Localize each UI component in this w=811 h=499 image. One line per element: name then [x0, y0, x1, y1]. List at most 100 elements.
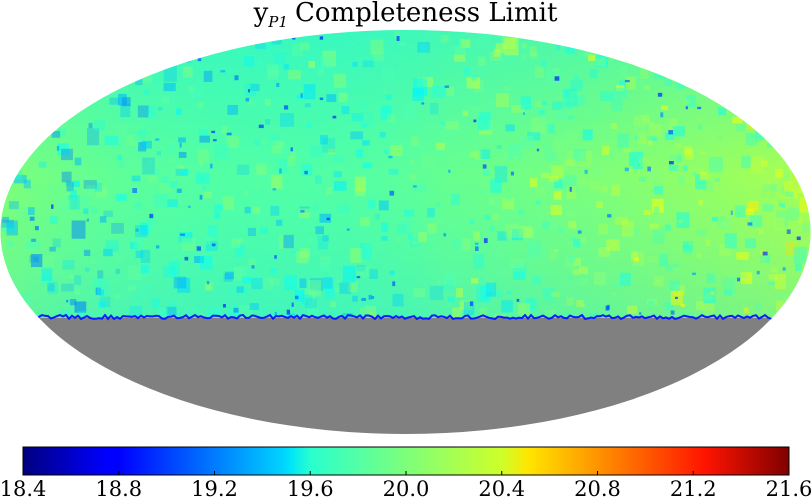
sky-pixel — [504, 85, 510, 92]
sky-pixel — [662, 55, 675, 69]
sky-pixel — [50, 95, 63, 106]
sky-pixel — [108, 67, 123, 81]
sky-pixel — [154, 169, 160, 177]
sky-pixel — [325, 288, 335, 299]
sky-pixel — [304, 103, 311, 108]
sky-pixel — [248, 258, 256, 267]
sky-pixel — [121, 97, 131, 107]
sky-pixel-low — [482, 164, 487, 169]
sky-pixel — [608, 150, 614, 158]
sky-pixel — [328, 148, 336, 155]
sky-pixel — [522, 135, 534, 149]
sky-pixel — [379, 131, 386, 138]
sky-pixel — [785, 241, 797, 255]
sky-pixel — [335, 278, 343, 283]
sky-pixel — [595, 55, 608, 68]
sky-pixel — [795, 263, 802, 272]
sky-pixel — [384, 216, 389, 221]
sky-pixel — [150, 73, 160, 86]
sky-pixel — [381, 66, 394, 84]
sky-pixel — [576, 178, 587, 186]
sky-pixel — [290, 152, 296, 159]
sky-pixel-low — [605, 305, 610, 311]
sky-pixel-low — [361, 297, 367, 301]
sky-pixel — [747, 118, 760, 130]
sky-pixel — [138, 128, 147, 134]
sky-pixel — [103, 210, 113, 217]
sky-pixel-low — [220, 70, 226, 73]
sky-pixel — [586, 41, 600, 51]
sky-pixel — [651, 198, 664, 213]
sky-pixel — [417, 41, 430, 53]
sky-pixel-low — [206, 281, 210, 285]
sky-pixel — [181, 237, 196, 252]
sky-pixel — [804, 192, 811, 200]
sky-pixel — [412, 241, 418, 245]
sky-pixel — [717, 137, 722, 141]
sky-pixel — [111, 39, 125, 53]
sky-pixel — [731, 63, 737, 69]
sky-pixel — [484, 215, 491, 221]
sky-pixel — [175, 108, 182, 115]
colorbar-tick-label: 20.8 — [574, 477, 621, 499]
sky-pixel — [156, 151, 162, 156]
sky-pixel — [550, 249, 558, 260]
sky-pixel — [542, 287, 555, 301]
sky-pixel — [70, 49, 80, 58]
sky-pixel — [253, 140, 262, 146]
sky-pixel — [262, 277, 274, 290]
sky-pixel — [471, 74, 477, 81]
sky-pixel — [680, 304, 686, 307]
sky-pixel — [698, 50, 704, 57]
sky-pixel — [317, 235, 329, 250]
sky-pixel-low — [522, 112, 526, 115]
sky-pixel — [568, 255, 576, 263]
sky-pixel — [421, 89, 428, 94]
sky-pixel — [227, 284, 234, 294]
sky-pixel — [491, 31, 497, 37]
sky-pixel — [610, 123, 617, 129]
sky-pixel — [2, 179, 11, 186]
sky-pixel — [768, 274, 778, 282]
sky-pixel — [97, 270, 104, 279]
sky-pixel — [326, 187, 332, 195]
sky-pixel — [434, 148, 443, 158]
sky-pixel — [479, 307, 487, 315]
sky-pixel-low — [356, 275, 361, 279]
sky-pixel — [380, 105, 392, 120]
sky-pixel — [470, 278, 479, 284]
sky-pixel — [180, 221, 190, 233]
sky-pixel — [359, 307, 366, 315]
sky-pixel — [595, 57, 606, 67]
sky-pixel — [308, 237, 313, 243]
sky-pixel — [115, 124, 127, 137]
sky-pixel — [589, 181, 601, 191]
sky-pixel — [90, 206, 99, 215]
sky-pixel — [20, 293, 33, 303]
sky-pixel-low — [756, 270, 760, 275]
sky-pixel — [26, 240, 40, 249]
sky-pixel-low — [188, 205, 191, 208]
sky-pixel-low — [233, 307, 239, 313]
sky-pixel — [375, 213, 380, 220]
sky-pixel — [205, 281, 214, 292]
sky-pixel — [511, 104, 525, 113]
sky-pixel — [431, 85, 446, 98]
sky-pixel — [255, 217, 263, 224]
sky-pixel — [127, 285, 135, 291]
sky-pixel — [725, 58, 732, 65]
title-rest: Completeness Limit — [295, 0, 558, 28]
sky-pixel — [579, 150, 592, 167]
sky-pixel — [214, 211, 221, 219]
sky-pixel — [83, 249, 91, 257]
sky-pixel — [696, 229, 706, 236]
sky-pixel — [756, 132, 765, 142]
sky-pixel — [637, 45, 645, 53]
sky-pixel — [389, 270, 395, 275]
sky-pixel — [510, 258, 525, 268]
sky-pixel — [448, 222, 457, 230]
sky-pixel — [34, 257, 39, 263]
sky-pixel — [383, 90, 388, 94]
sky-pixel — [474, 79, 484, 93]
